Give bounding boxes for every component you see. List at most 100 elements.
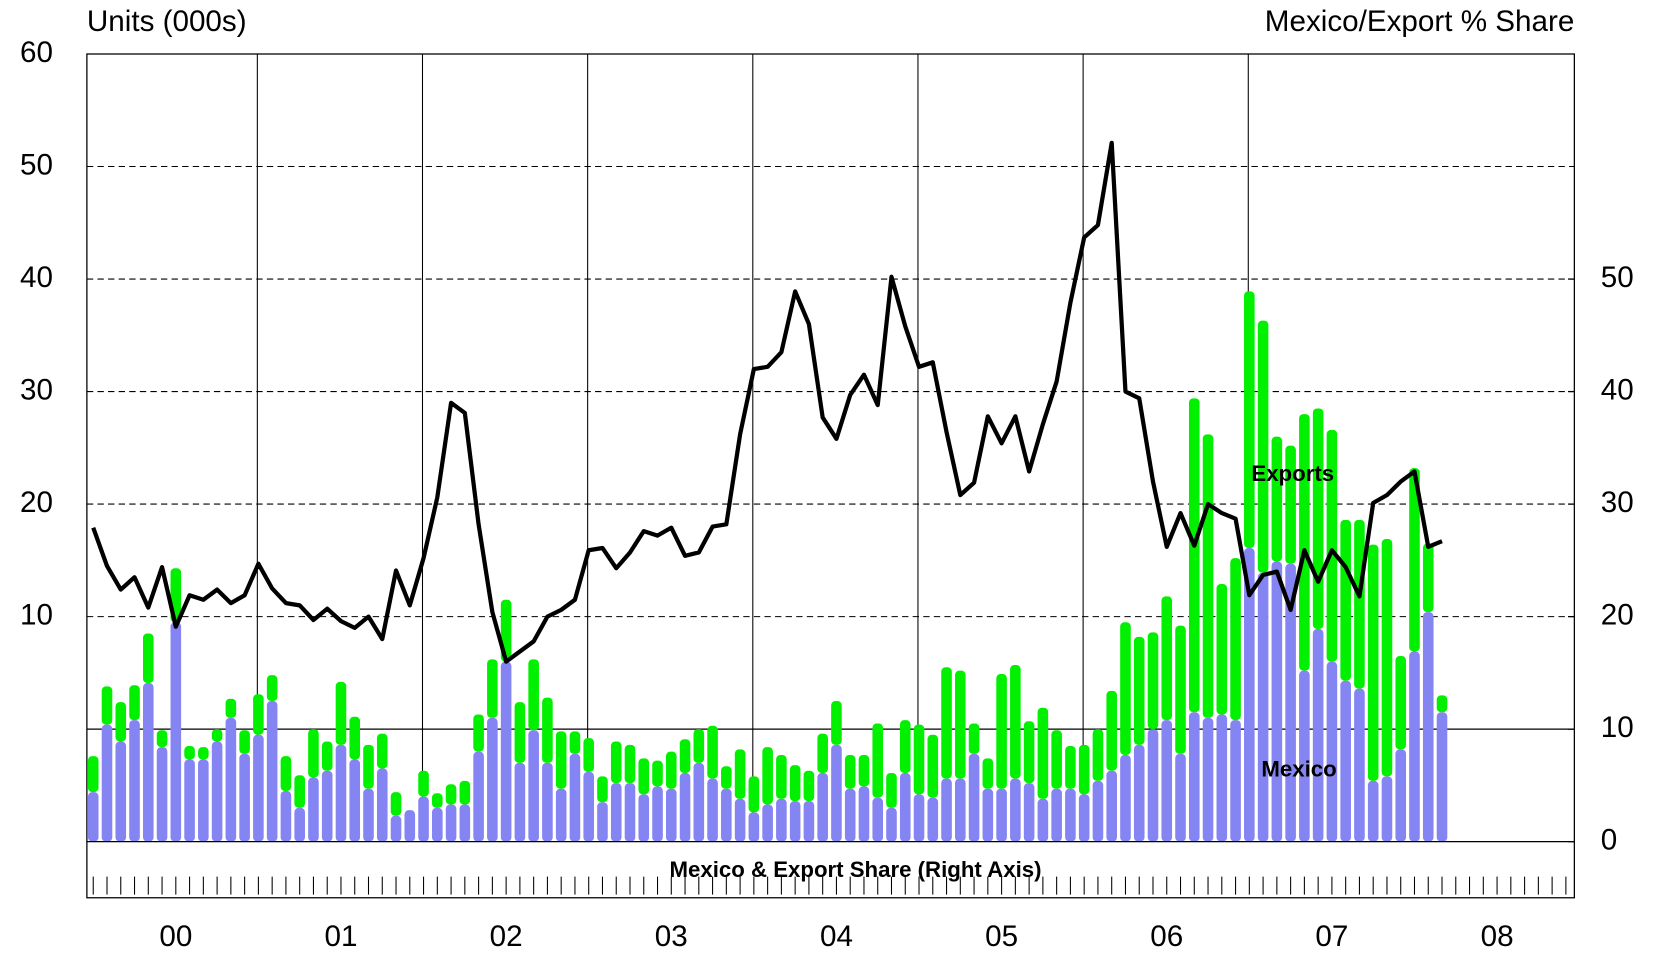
bar-segment <box>253 734 264 842</box>
bar-segment <box>349 759 361 842</box>
bar-segment <box>514 702 526 763</box>
bar-segment <box>1023 721 1035 784</box>
bar-segment <box>1285 563 1296 842</box>
series-label: Mexico <box>1261 757 1336 782</box>
bar-segment <box>266 675 278 702</box>
bar-segment <box>899 720 911 774</box>
bar-segment <box>789 765 801 802</box>
bar-segment <box>1395 749 1407 842</box>
bar-segment <box>1051 730 1062 789</box>
y-axis-title: Units (000s) <box>87 5 247 38</box>
x-tick-label: 02 <box>490 920 523 953</box>
bar-segment <box>1257 572 1269 842</box>
line <box>91 140 1443 664</box>
bar-segment <box>156 747 168 842</box>
bar-segment <box>1188 712 1200 842</box>
bar-segment <box>817 773 828 842</box>
bar-segment <box>1065 746 1076 789</box>
bar-segment <box>748 812 760 842</box>
bar-segment <box>803 770 815 802</box>
y2-tick-label: 50 <box>1601 261 1634 294</box>
bar-segment <box>927 797 939 842</box>
bar-segment <box>1092 729 1104 781</box>
bar-segment <box>459 780 471 805</box>
bar-segment <box>831 701 842 745</box>
bar-segment <box>624 783 636 842</box>
bar-segment <box>445 784 457 805</box>
bar-segment <box>335 681 347 745</box>
bar-segment <box>1133 744 1145 842</box>
bar-segment <box>500 661 512 842</box>
bar-segment <box>872 797 884 842</box>
bar-segment <box>542 697 553 763</box>
bar-segment <box>459 804 471 842</box>
y2-tick-label: 40 <box>1601 373 1634 406</box>
bar-segment <box>1285 445 1296 564</box>
bar-segment <box>569 753 581 842</box>
bar-segment <box>679 739 691 774</box>
bar-segment <box>528 730 539 842</box>
bar-segment <box>1147 729 1159 842</box>
x-tick-label: 04 <box>820 920 853 953</box>
bar-segment <box>1037 798 1049 842</box>
bar-segment <box>184 746 195 760</box>
bar-segment <box>1010 778 1021 842</box>
bar-segment <box>1340 519 1351 681</box>
bar-segment <box>597 776 608 803</box>
y-tick-label: 30 <box>20 373 53 406</box>
bar-segment <box>211 729 223 742</box>
bar-segment <box>170 622 182 842</box>
bar-segment <box>693 762 705 842</box>
bar-segment <box>762 804 773 842</box>
bar-segment <box>473 751 484 842</box>
bar-segment <box>555 788 567 842</box>
y2-tick-label: 10 <box>1601 711 1634 744</box>
y-tick-label: 20 <box>20 486 53 519</box>
bar-segment <box>514 762 526 842</box>
bar-segment <box>1409 468 1420 652</box>
bar-segment <box>982 788 994 842</box>
bar-segment <box>1257 320 1269 573</box>
bar-segment <box>1436 712 1448 842</box>
x-tick-label: 07 <box>1315 920 1348 953</box>
bar-segment <box>1202 717 1214 842</box>
bar-segment <box>1078 794 1090 842</box>
bar-segment <box>528 659 539 731</box>
bar-segment <box>1065 788 1076 842</box>
bar-segment <box>638 758 650 795</box>
bar-segment <box>1436 695 1448 713</box>
bar-segment <box>858 755 870 787</box>
bar-segment <box>1244 291 1255 548</box>
bar-segment <box>913 724 925 795</box>
bar-segment <box>1106 690 1117 771</box>
bar-segment <box>583 738 594 772</box>
x-tick-label: 05 <box>985 920 1018 953</box>
bar-segment <box>707 725 718 779</box>
bar-segment <box>652 786 663 842</box>
bar-segment <box>101 724 113 842</box>
bar-segment <box>762 747 773 805</box>
bar-segment <box>487 659 498 718</box>
bar-segment <box>1161 596 1173 721</box>
x-tick-label: 08 <box>1481 920 1514 953</box>
bar-segment <box>101 686 113 725</box>
bar-segment <box>1409 651 1420 842</box>
bar-segment <box>363 744 374 789</box>
bar-segment <box>1175 625 1186 754</box>
y2-axis-title: Mexico/Export % Share <box>1265 5 1575 38</box>
bar-segment <box>638 794 650 842</box>
bar-segment <box>1202 434 1214 718</box>
bar-segment <box>1106 770 1117 842</box>
bar-segment <box>473 714 484 752</box>
bar-segment <box>665 788 677 842</box>
bar-segment <box>1010 664 1021 779</box>
bar-segment <box>363 788 374 842</box>
bar-segment <box>418 770 429 797</box>
bar-segment <box>1299 414 1310 671</box>
bar-segment <box>280 791 292 842</box>
bar-segment <box>225 698 237 718</box>
plot-frame <box>86 53 1575 899</box>
bar-segment <box>1271 436 1283 562</box>
bar-segment <box>1216 583 1228 715</box>
bar-segment <box>1120 755 1131 842</box>
